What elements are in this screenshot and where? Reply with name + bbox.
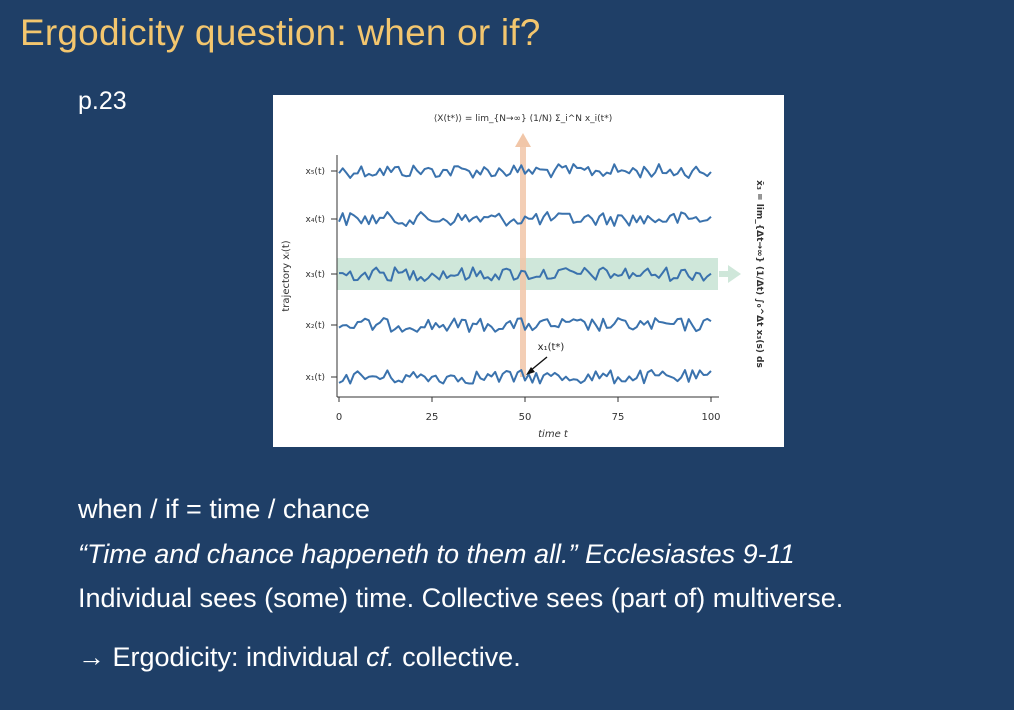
annotation-arrow-line <box>529 356 548 372</box>
trajectory-label: x₂(t) <box>306 321 326 331</box>
annotation-arrowhead <box>526 367 535 375</box>
trajectory-line <box>339 266 712 282</box>
trajectory-label: x₅(t) <box>306 167 326 177</box>
ensemble-average-bar <box>520 147 526 377</box>
text-line-ecclesiastes-quote: “Time and chance happeneth to them all.”… <box>78 539 795 569</box>
trajectory-label: x₃(t) <box>306 270 326 280</box>
trajectories <box>338 163 712 385</box>
trajectory-labels: x₅(t) x₄(t) x₃(t) x₂(t) x₁(t) <box>306 167 337 383</box>
time-average-arrow-shaft <box>719 271 729 277</box>
x-axis-label: time t <box>538 429 569 440</box>
x1-tstar-annotation: x₁(t*) <box>538 342 565 353</box>
trajectory-line <box>338 369 712 385</box>
text-line-individual-collective: Individual sees (some) time. Collective … <box>78 583 844 613</box>
ergodicity-suffix: collective. <box>394 642 521 672</box>
time-average-arrowhead <box>728 265 741 283</box>
ergodicity-figure: 0 25 50 75 100 x₅(t) x₄(t) x₃(t) x₂(t) x₁(t) tim… <box>273 95 784 447</box>
slide-title: Ergodicity question: when or if? <box>20 12 541 53</box>
trajectory-label: x₁(t) <box>306 373 326 383</box>
text-line-when-if: when / if = time / chance <box>78 494 370 524</box>
trajectory-label: x₄(t) <box>306 215 326 225</box>
y-axis-label: trajectory xᵢ(t) <box>281 240 292 311</box>
page-reference: p.23 <box>78 87 127 115</box>
ergodicity-prefix: → Ergodicity: individual <box>78 642 367 672</box>
time-average-formula: x̄₃ = lim_{Δt→∞} (1/Δt) ∫₀^Δt x₃(s) ds <box>754 180 764 368</box>
x-ticks: 0 25 50 75 100 <box>336 397 721 423</box>
text-line-ergodicity: → Ergodicity: individual cf. collective. <box>78 642 521 673</box>
x-tick-label: 100 <box>701 412 720 423</box>
trajectory-line <box>338 211 712 227</box>
ergodicity-cf: cf. <box>366 642 395 672</box>
trajectory-line <box>338 163 712 179</box>
ensemble-average-formula: ⟨X(t*)⟩ = lim_{N→∞} (1/N) Σ_i^N x_i(t*) <box>434 114 612 124</box>
trajectory-chart: 0 25 50 75 100 x₅(t) x₄(t) x₃(t) x₂(t) x₁(t) tim… <box>281 114 764 440</box>
x-tick-label: 75 <box>612 412 625 423</box>
x-tick-label: 0 <box>336 412 342 423</box>
ensemble-average-arrowhead <box>515 133 531 147</box>
trajectory-line <box>338 317 712 333</box>
x-tick-label: 25 <box>426 412 439 423</box>
x-tick-label: 50 <box>519 412 532 423</box>
